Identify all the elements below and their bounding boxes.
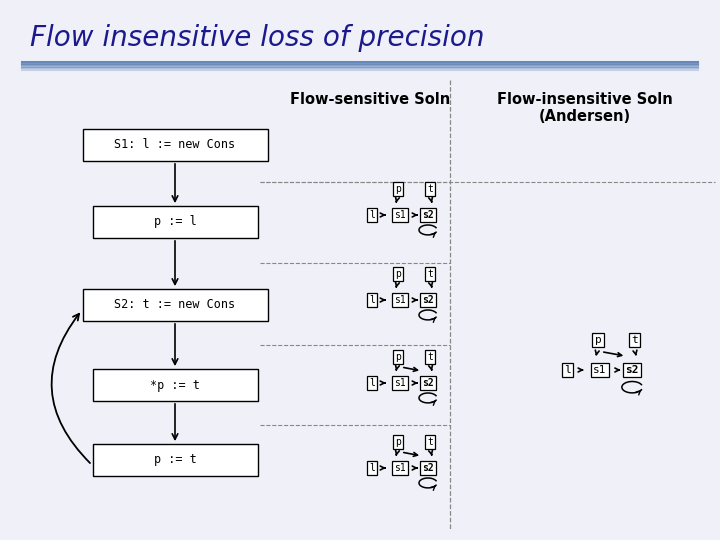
Text: p := t: p := t	[153, 454, 197, 467]
Text: p: p	[395, 437, 401, 447]
Text: s2: s2	[422, 378, 434, 388]
Text: l: l	[369, 463, 375, 473]
Text: S1: l := new Cons: S1: l := new Cons	[114, 138, 235, 152]
Bar	[92, 444, 258, 476]
Text: p := l: p := l	[153, 215, 197, 228]
Text: t: t	[427, 437, 433, 447]
Text: t: t	[427, 184, 433, 194]
Text: *p := t: *p := t	[150, 379, 200, 392]
Text: l: l	[369, 295, 375, 305]
Text: p: p	[395, 184, 401, 194]
Text: s2: s2	[422, 210, 434, 220]
Text: p: p	[595, 335, 601, 345]
Text: s1: s1	[394, 210, 406, 220]
Text: t: t	[427, 269, 433, 279]
Text: s2: s2	[422, 295, 434, 305]
Text: l: l	[369, 378, 375, 388]
Bar	[83, 289, 268, 321]
Text: s1: s1	[394, 463, 406, 473]
Text: s2: s2	[626, 365, 639, 375]
Text: s1: s1	[593, 365, 607, 375]
Bar	[83, 129, 268, 161]
Bar	[92, 369, 258, 401]
Text: s1: s1	[394, 295, 406, 305]
Text: Flow-sensitive Soln: Flow-sensitive Soln	[290, 92, 450, 107]
Text: Flow-insensitive Soln
(Andersen): Flow-insensitive Soln (Andersen)	[497, 92, 673, 124]
Text: t: t	[427, 352, 433, 362]
Text: t: t	[631, 335, 638, 345]
Text: p: p	[395, 269, 401, 279]
Text: s1: s1	[394, 378, 406, 388]
Text: S2: t := new Cons: S2: t := new Cons	[114, 299, 235, 312]
Text: p: p	[395, 352, 401, 362]
Text: s2: s2	[422, 463, 434, 473]
Text: Flow insensitive loss of precision: Flow insensitive loss of precision	[30, 24, 485, 52]
Bar	[92, 206, 258, 238]
Text: l: l	[369, 210, 375, 220]
Text: l: l	[564, 365, 571, 375]
